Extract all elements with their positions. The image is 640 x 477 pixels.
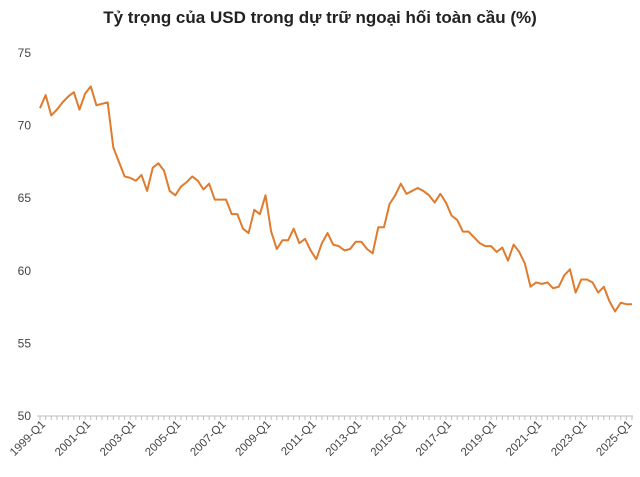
x-tick-label: 2021-Q1 [504, 419, 544, 459]
data-points [39, 86, 633, 312]
y-tick-label: 55 [18, 336, 32, 350]
x-tick-label: 2025-Q1 [594, 419, 634, 459]
x-tick-label: 2007-Q1 [188, 419, 228, 459]
y-tick-label: 70 [18, 119, 32, 133]
x-tick-label: 2013-Q1 [324, 419, 364, 459]
x-axis-ticks: 1999-Q1 2001-Q1 2003-Q1 2005-Q1 2007-Q1 2009-… [8, 416, 634, 459]
x-tick-label: 2003-Q1 [98, 419, 138, 459]
y-tick-label: 65 [18, 191, 32, 205]
y-axis-ticks: 50 55 60 65 70 75 [18, 46, 32, 423]
x-tick-label: 2015-Q1 [369, 419, 409, 459]
x-tick-label: 2001-Q1 [53, 419, 93, 459]
x-tick-label: 2005-Q1 [143, 419, 183, 459]
usd-share-line [39, 85, 632, 313]
x-tick-label: 2009-Q1 [234, 419, 274, 459]
x-tick-label: 2019-Q1 [459, 419, 499, 459]
chart-title: Tỷ trọng của USD trong dự trữ ngoại hối … [103, 8, 537, 27]
y-tick-label: 60 [18, 264, 32, 278]
y-tick-label: 50 [18, 409, 32, 423]
y-tick-label: 75 [18, 46, 32, 60]
x-tick-label: 2011-Q1 [279, 419, 319, 459]
x-tick-label: 2023-Q1 [549, 419, 589, 459]
x-tick-label: 2017-Q1 [414, 419, 454, 459]
x-tick-label: 1999-Q1 [8, 419, 48, 459]
